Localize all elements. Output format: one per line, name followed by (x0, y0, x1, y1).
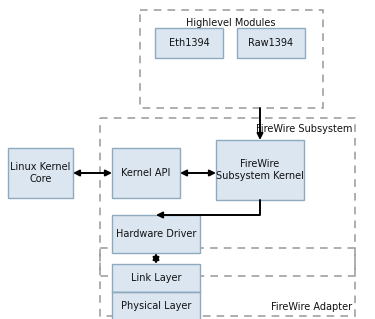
Bar (155, 28, 223, 58)
Text: FireWire Subsystem: FireWire Subsystem (256, 124, 352, 134)
Bar (100, 118, 355, 276)
Text: Raw1394: Raw1394 (248, 38, 294, 48)
Text: Kernel API: Kernel API (122, 168, 171, 178)
Text: Hardware Driver: Hardware Driver (116, 229, 196, 239)
Bar (112, 148, 180, 198)
Bar (112, 264, 200, 292)
Bar (237, 28, 305, 58)
Bar (216, 140, 304, 200)
Text: Link Layer: Link Layer (131, 273, 181, 283)
Text: Physical Layer: Physical Layer (121, 301, 191, 311)
Text: FireWire Adapter: FireWire Adapter (271, 302, 352, 312)
Text: Eth1394: Eth1394 (169, 38, 209, 48)
Bar (140, 10, 323, 108)
Bar (112, 215, 200, 253)
Text: Linux Kernel
Core: Linux Kernel Core (10, 162, 70, 184)
Bar (112, 292, 200, 319)
Text: Highlevel Modules: Highlevel Modules (186, 18, 276, 28)
Bar (8, 148, 73, 198)
Text: FireWire
Subsystem Kernel: FireWire Subsystem Kernel (216, 159, 304, 181)
Bar (100, 248, 355, 316)
